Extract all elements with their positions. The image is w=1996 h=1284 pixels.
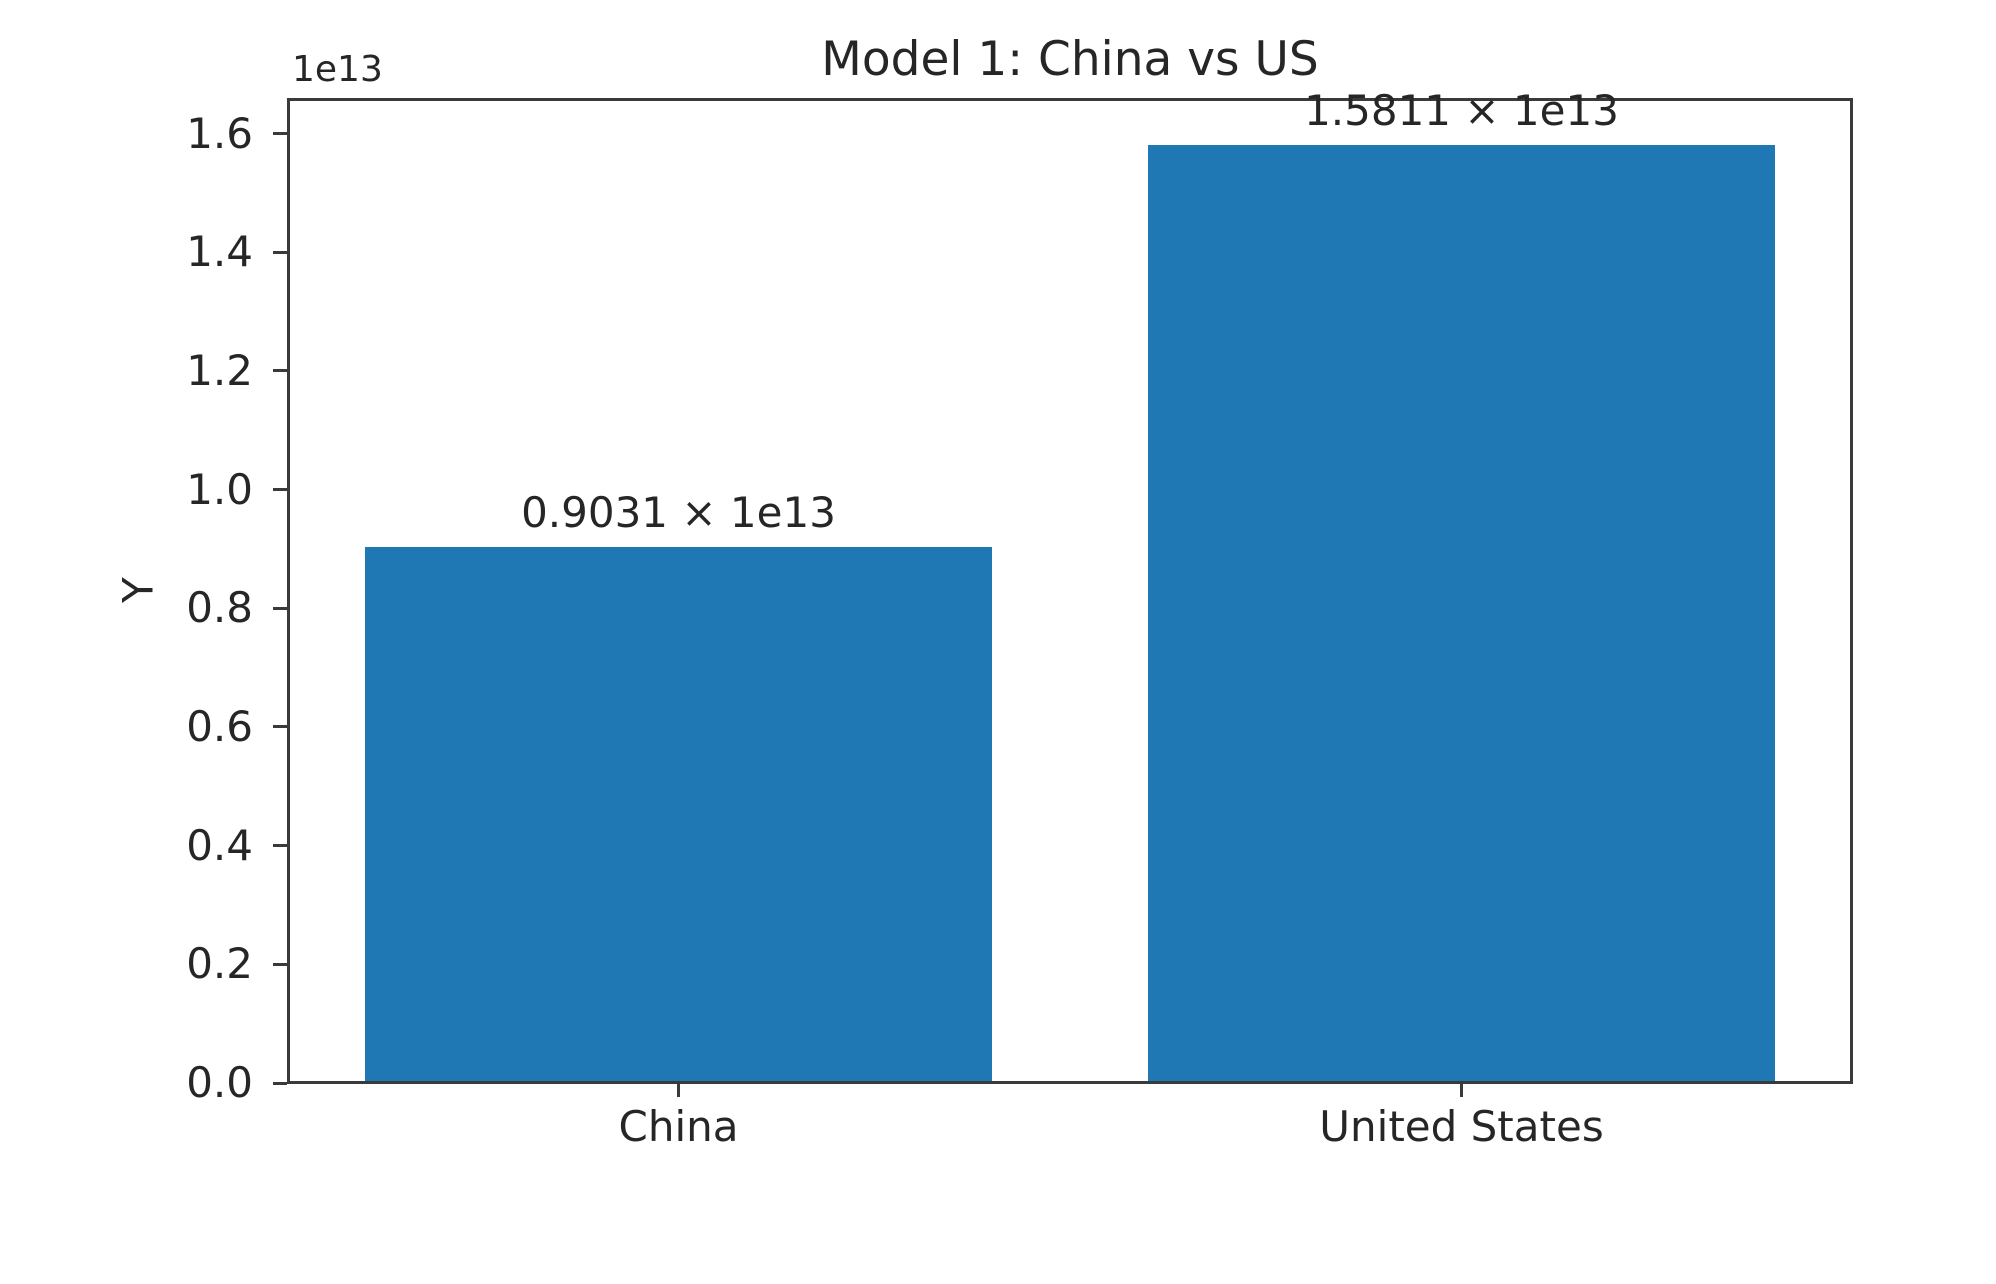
y-tick-mark <box>273 1081 287 1085</box>
y-tick-mark <box>273 488 287 492</box>
y-tick-mark <box>273 606 287 610</box>
chart-title: Model 1: China vs US <box>821 32 1319 87</box>
y-tick-label: 0.8 <box>186 583 253 633</box>
x-tick-mark-china <box>677 1083 680 1097</box>
y-tick-label: 1.2 <box>186 345 253 395</box>
y-tick-mark <box>273 725 287 729</box>
top-spine <box>287 98 1853 101</box>
bottom-spine <box>287 1081 1853 1084</box>
plot-area <box>287 98 1853 1083</box>
y-tick-label: 0.0 <box>186 1058 253 1107</box>
y-axis-offset-label: 1e13 <box>292 49 383 90</box>
y-tick-label: 0.4 <box>186 820 253 870</box>
y-tick-label: 1.6 <box>186 108 253 158</box>
y-tick-label: 1.0 <box>186 464 253 514</box>
y-tick-mark <box>273 132 287 136</box>
left-spine <box>287 98 290 1083</box>
y-tick-mark <box>273 962 287 966</box>
y-tick-label: 0.2 <box>186 939 253 989</box>
bar-value-label-china: 0.9031 × 1e13 <box>521 488 836 538</box>
x-tick-mark-united-states <box>1460 1083 1463 1097</box>
bar-value-label-united-states: 1.5811 × 1e13 <box>1304 85 1619 135</box>
y-tick-label: 1.4 <box>186 227 253 277</box>
y-tick-mark <box>273 369 287 373</box>
bar-united-states <box>1148 144 1775 1083</box>
x-tick-label-china: China <box>618 1102 739 1151</box>
right-spine <box>1850 98 1853 1083</box>
y-tick-mark <box>273 844 287 848</box>
y-tick-mark <box>273 250 287 254</box>
y-tick-label: 0.6 <box>186 701 253 751</box>
x-tick-label-united-states: United States <box>1319 1102 1604 1151</box>
bar-china <box>365 547 992 1083</box>
